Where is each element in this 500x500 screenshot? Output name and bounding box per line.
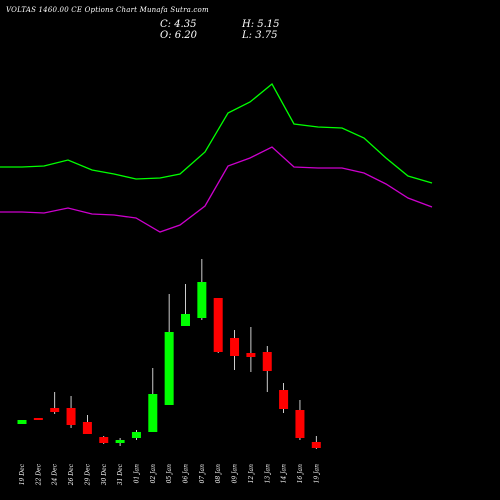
x-tick-label: 13 Jan — [264, 464, 271, 484]
candle-body — [311, 442, 321, 448]
x-tick-label: 22 Dec — [35, 463, 42, 486]
x-tick-label: 14 Jan — [281, 464, 288, 484]
candle-body — [295, 410, 305, 438]
low-value: L: 3.75 — [242, 30, 278, 41]
candle-body — [50, 408, 60, 412]
x-tick-label: 29 Dec — [84, 463, 91, 486]
x-tick-label: 08 Jan — [215, 464, 222, 484]
candle-body — [131, 432, 141, 438]
candle-body — [33, 418, 43, 420]
candle-body — [181, 314, 190, 326]
lower-band-line — [0, 146, 433, 233]
candle-body — [230, 338, 240, 356]
open-value: O: 6.20 — [160, 30, 198, 41]
x-tick-label: 31 Dec — [117, 463, 124, 485]
x-tick-label: 19 Jan — [313, 464, 320, 484]
candle-body — [115, 440, 125, 443]
x-tick-label: 02 Jan — [150, 464, 157, 484]
x-tick-label: 19 Dec — [19, 463, 26, 485]
candle-body — [148, 394, 158, 432]
x-tick-label: 01 Jan — [133, 464, 140, 484]
x-tick-label: 09 Jan — [232, 464, 239, 484]
candle-body — [82, 422, 92, 434]
x-tick-label: 05 Jan — [166, 464, 173, 484]
chart-title: VOLTAS 1460.00 CE Options Chart Munafa S… — [6, 6, 209, 14]
candle-body — [213, 298, 223, 352]
candle-body — [197, 282, 207, 318]
x-tick-label: 12 Jan — [248, 464, 255, 484]
x-tick-label: 16 Jan — [297, 464, 304, 484]
candle-body — [164, 332, 174, 405]
candle-body — [279, 390, 289, 409]
x-tick-label: 30 Dec — [101, 463, 108, 485]
candle-body — [17, 420, 27, 424]
candle-body — [66, 408, 76, 425]
candle-body — [262, 352, 272, 371]
x-tick-label: 26 Dec — [68, 463, 75, 486]
candle-body — [246, 353, 256, 357]
candle-body — [99, 437, 109, 443]
x-tick-label: 24 Dec — [52, 463, 59, 486]
upper-band-line — [0, 83, 433, 184]
x-tick-label: 06 Jan — [183, 464, 190, 484]
close-value: C: 4.35 — [160, 19, 197, 30]
x-tick-label: 07 Jan — [199, 464, 206, 484]
high-value: H: 5.15 — [242, 19, 280, 30]
